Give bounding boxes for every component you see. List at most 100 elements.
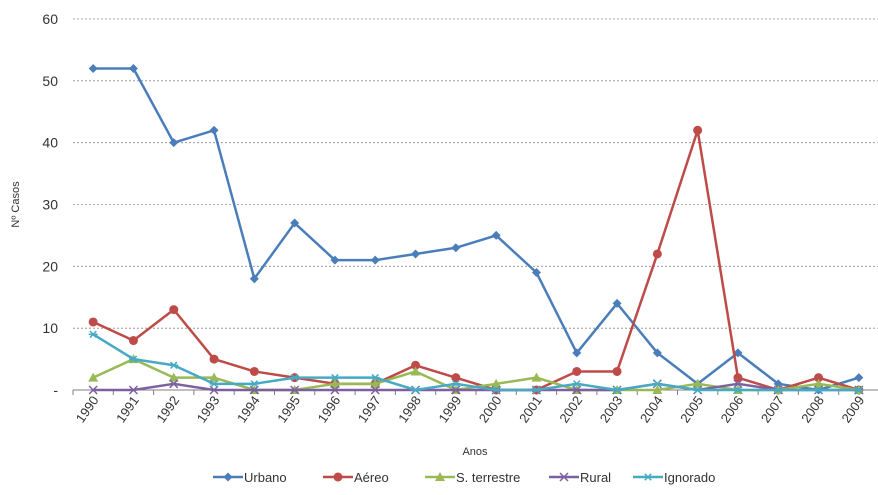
- x-tick-label: 1996: [315, 393, 344, 425]
- legend-item: Urbano: [213, 470, 287, 485]
- x-tick-label: 1993: [194, 393, 223, 425]
- data-point: [692, 378, 703, 388]
- data-point: [411, 360, 421, 370]
- legend-marker: [559, 472, 569, 482]
- data-point: [209, 372, 220, 382]
- data-point: [773, 386, 783, 394]
- data-point: [451, 380, 461, 388]
- x-tick-label: 1999: [435, 393, 464, 425]
- data-point: [854, 386, 864, 394]
- legend-item: S. terrestre: [425, 470, 520, 485]
- series-ignorado: [88, 330, 864, 394]
- data-point: [652, 380, 662, 388]
- series-line: [93, 67, 860, 392]
- y-axis-ticks: - 10 20 30 40 50 60: [42, 11, 58, 398]
- legend-label: S. terrestre: [456, 470, 520, 485]
- data-point: [88, 63, 98, 73]
- legend-item: Ignorado: [633, 470, 715, 485]
- data-point: [329, 378, 340, 388]
- x-tick-label: 1991: [113, 393, 142, 425]
- y-tick-label: 30: [42, 197, 58, 213]
- data-point: [572, 366, 582, 376]
- data-point: [451, 373, 461, 383]
- legend-item: Aéreo: [323, 470, 389, 485]
- data-point: [612, 386, 622, 394]
- data-point: [290, 373, 300, 382]
- x-tick-label: 2004: [637, 393, 666, 425]
- y-tick-label: 50: [42, 73, 58, 89]
- data-point: [813, 378, 824, 388]
- y-tick-label: 10: [42, 320, 58, 336]
- data-point: [128, 385, 138, 395]
- data-point: [370, 378, 381, 388]
- data-point: [88, 317, 98, 327]
- data-point: [370, 385, 380, 395]
- data-point: [169, 379, 179, 389]
- series-line: [92, 333, 859, 392]
- data-point: [531, 372, 542, 382]
- x-tick-label: 2000: [476, 393, 505, 425]
- x-tick-label: 2003: [597, 393, 626, 425]
- data-point: [370, 255, 380, 265]
- data-point: [169, 138, 179, 148]
- data-point: [652, 385, 663, 394]
- x-tick-label: 2008: [798, 393, 827, 425]
- data-point: [169, 305, 179, 315]
- series-group: [88, 63, 864, 395]
- data-point: [612, 366, 622, 376]
- data-point: [290, 218, 300, 228]
- series-line: [93, 382, 859, 392]
- data-point: [451, 243, 461, 253]
- data-point: [411, 249, 421, 259]
- x-axis: 1990 1991 1992 1993 1994 1995 1996 1997 1998 1999…: [72, 389, 878, 425]
- data-point: [773, 379, 783, 389]
- data-point: [249, 366, 259, 376]
- x-tick-label: 2006: [718, 393, 747, 425]
- legend-label: Rural: [580, 470, 611, 485]
- x-tick-label: 2005: [677, 393, 706, 425]
- x-tick-label: 1990: [73, 393, 102, 425]
- x-tick-label: 1994: [234, 393, 263, 425]
- data-point: [491, 386, 501, 394]
- legend-marker: [333, 472, 343, 482]
- x-tick-label: 2001: [516, 393, 545, 425]
- series-urbano: [88, 63, 864, 395]
- grid-lines: [73, 18, 878, 329]
- legend-marker: [223, 472, 233, 482]
- series-a-reo: [88, 125, 864, 395]
- data-point: [88, 330, 98, 339]
- x-axis-title: Anos: [462, 446, 488, 458]
- data-point: [249, 380, 259, 388]
- data-point: [330, 373, 340, 382]
- data-point: [572, 348, 582, 358]
- data-point: [330, 385, 340, 395]
- y-tick-label: -: [53, 382, 58, 398]
- legend-label: Aéreo: [354, 470, 389, 485]
- data-point: [209, 354, 219, 364]
- data-point: [249, 274, 259, 284]
- legend-label: Ignorado: [664, 470, 715, 485]
- legend-label: Urbano: [244, 470, 287, 485]
- series-line: [92, 129, 860, 392]
- legend-marker: [435, 472, 445, 481]
- data-point: [410, 366, 421, 376]
- data-point: [572, 380, 582, 388]
- x-tick-label: 1992: [153, 393, 182, 425]
- legend: Urbano Aéreo S. terrestre Rural Ignorado: [213, 470, 715, 485]
- legend-item: Rural: [549, 470, 611, 485]
- x-tick-label: 1995: [274, 393, 303, 425]
- data-point: [128, 63, 138, 73]
- data-point: [814, 373, 824, 383]
- data-point: [209, 125, 219, 135]
- data-point: [491, 230, 501, 240]
- y-tick-label: 20: [42, 258, 58, 274]
- data-point: [290, 385, 300, 395]
- data-point: [814, 386, 824, 394]
- y-tick-label: 60: [42, 11, 58, 27]
- data-point: [330, 255, 340, 265]
- data-point: [531, 386, 541, 394]
- y-tick-label: 40: [42, 135, 58, 151]
- legend-marker: [643, 473, 653, 481]
- data-point: [88, 385, 98, 395]
